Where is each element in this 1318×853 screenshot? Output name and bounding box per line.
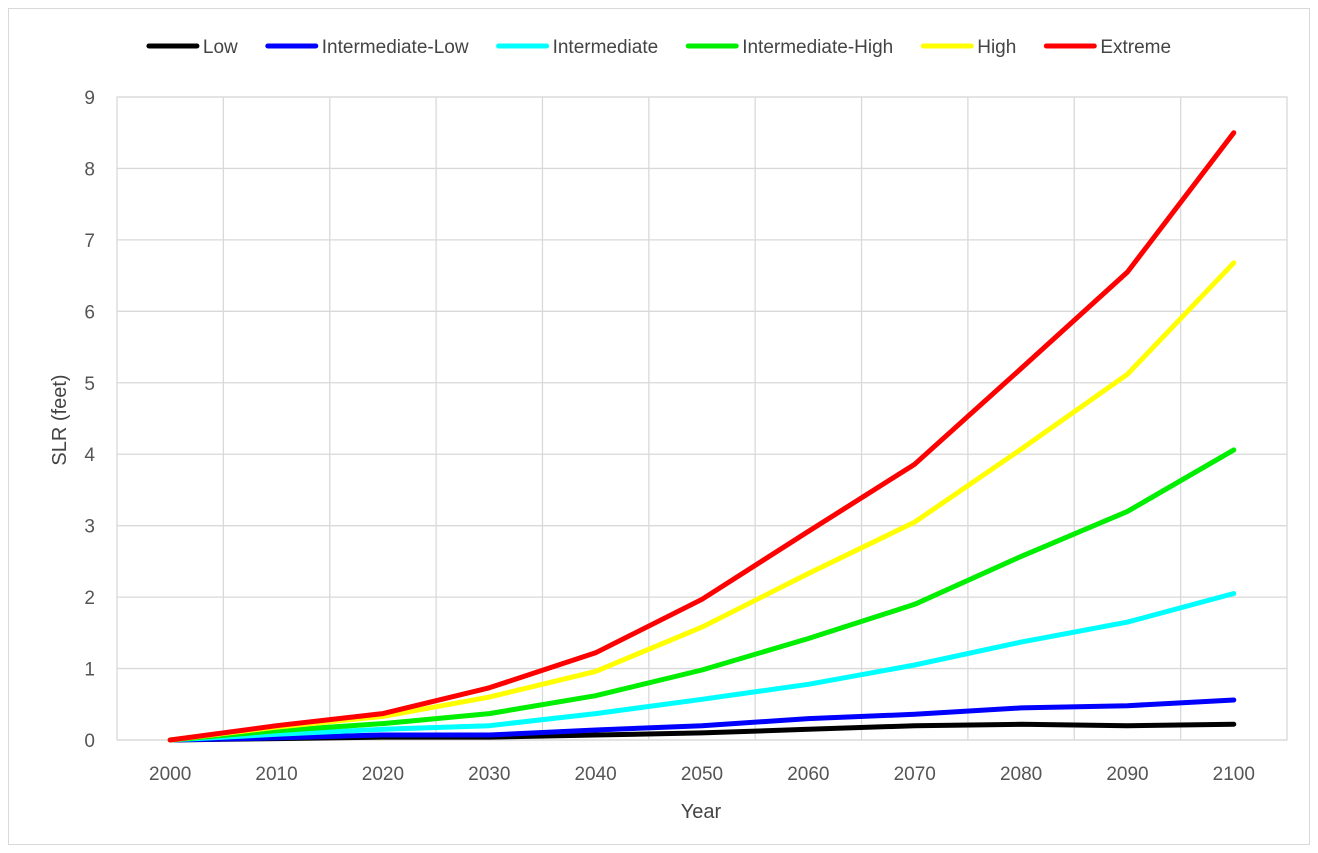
plot-area-border <box>116 96 1288 741</box>
x-tick-label: 2000 <box>149 764 191 785</box>
legend-label: Intermediate <box>553 37 659 58</box>
chart-frame <box>8 8 1310 845</box>
y-axis-title: SLR (feet) <box>49 374 71 465</box>
series-line-intermediate-high <box>167 447 1237 743</box>
x-tick-label: 2050 <box>681 764 723 785</box>
series-lines <box>167 130 1237 743</box>
series-line-extreme <box>167 130 1237 743</box>
x-tick-label: 2070 <box>894 764 936 785</box>
y-tick-label: 4 <box>84 445 95 466</box>
y-tick-label: 7 <box>84 231 95 252</box>
legend-label: High <box>977 37 1016 58</box>
x-tick-label: 2040 <box>574 764 616 785</box>
tick-labels: 0 1 2 3 4 5 6 7 8 9 2000 2010 2020 2030 2040 2050 2060 20… <box>84 88 1255 785</box>
legend-label: Extreme <box>1100 37 1171 58</box>
y-tick-label: 8 <box>84 159 95 180</box>
y-tick-label: 0 <box>84 731 95 752</box>
x-tick-label: 2060 <box>787 764 829 785</box>
x-tick-label: 2030 <box>468 764 510 785</box>
legend-label: Intermediate-Low <box>322 37 469 58</box>
y-tick-label: 5 <box>84 374 95 395</box>
x-tick-label: 2010 <box>255 764 297 785</box>
y-tick-label: 1 <box>84 660 95 681</box>
series-line-intermediate <box>167 591 1237 743</box>
x-tick-label: 2090 <box>1106 764 1148 785</box>
legend: Low Intermediate-Low Intermediate Intermedi… <box>146 37 1171 58</box>
legend-label: Intermediate-High <box>742 37 893 58</box>
x-tick-label: 2100 <box>1213 764 1255 785</box>
y-tick-label: 3 <box>84 517 95 538</box>
x-tick-label: 2080 <box>1000 764 1042 785</box>
x-axis-title: Year <box>681 801 722 823</box>
y-tick-label: 2 <box>84 588 95 609</box>
legend-label: Low <box>203 37 238 58</box>
series-line-intermediate-low <box>167 697 1237 743</box>
y-tick-label: 9 <box>84 88 95 109</box>
y-tick-label: 6 <box>84 302 95 323</box>
x-tick-label: 2020 <box>362 764 404 785</box>
